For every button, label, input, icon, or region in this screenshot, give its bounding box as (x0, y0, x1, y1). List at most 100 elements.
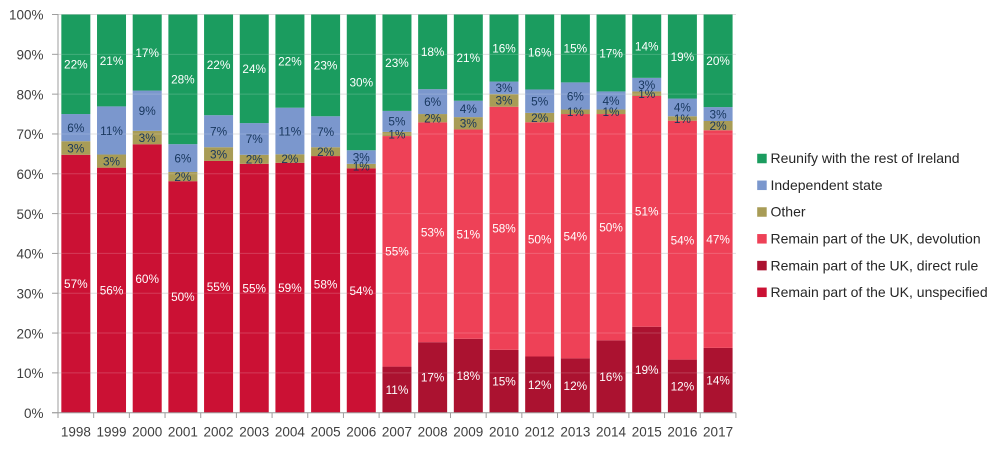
svg-text:2006: 2006 (346, 425, 376, 440)
svg-text:16%: 16% (599, 370, 623, 384)
svg-text:9%: 9% (139, 104, 157, 118)
svg-text:2%: 2% (424, 112, 442, 126)
svg-text:20%: 20% (16, 326, 43, 341)
svg-text:3%: 3% (353, 150, 371, 164)
svg-text:7%: 7% (210, 125, 228, 139)
svg-text:2009: 2009 (453, 425, 483, 440)
svg-text:2%: 2% (246, 153, 264, 167)
svg-text:56%: 56% (100, 283, 124, 297)
svg-text:19%: 19% (671, 50, 695, 64)
svg-text:17%: 17% (135, 46, 159, 60)
svg-text:60%: 60% (16, 167, 43, 182)
svg-text:1998: 1998 (61, 425, 91, 440)
svg-text:21%: 21% (100, 54, 124, 68)
svg-text:6%: 6% (424, 95, 442, 109)
svg-text:10%: 10% (16, 366, 43, 381)
svg-text:6%: 6% (567, 89, 585, 103)
svg-text:1%: 1% (603, 105, 621, 119)
svg-text:16%: 16% (492, 41, 516, 55)
svg-text:80%: 80% (16, 87, 43, 102)
svg-text:7%: 7% (317, 125, 335, 139)
svg-text:Remain part of the UK, direct: Remain part of the UK, direct rule (771, 257, 979, 273)
svg-text:17%: 17% (421, 371, 445, 385)
svg-text:2012: 2012 (525, 425, 555, 440)
svg-text:59%: 59% (278, 281, 302, 295)
svg-text:2016: 2016 (667, 425, 697, 440)
svg-text:Remain part of the UK, devolut: Remain part of the UK, devolution (771, 231, 981, 247)
svg-text:19%: 19% (635, 363, 659, 377)
svg-text:Independent state: Independent state (771, 177, 883, 193)
svg-text:30%: 30% (16, 286, 43, 301)
svg-text:18%: 18% (457, 369, 481, 383)
svg-text:40%: 40% (16, 247, 43, 262)
svg-text:1%: 1% (388, 127, 406, 141)
svg-text:57%: 57% (64, 277, 88, 291)
svg-text:3%: 3% (460, 117, 478, 131)
svg-text:6%: 6% (174, 151, 192, 165)
svg-text:0%: 0% (24, 406, 44, 421)
svg-text:3%: 3% (495, 94, 513, 108)
svg-text:3%: 3% (210, 147, 228, 161)
svg-text:3%: 3% (67, 141, 85, 155)
svg-text:2010: 2010 (489, 425, 519, 440)
svg-text:2%: 2% (174, 170, 192, 184)
svg-text:2003: 2003 (239, 425, 269, 440)
svg-text:30%: 30% (349, 76, 373, 90)
svg-text:1%: 1% (567, 105, 585, 119)
svg-text:11%: 11% (386, 383, 409, 397)
svg-text:60%: 60% (135, 272, 159, 286)
svg-text:2%: 2% (281, 152, 299, 166)
svg-text:15%: 15% (564, 42, 588, 56)
svg-text:50%: 50% (171, 290, 195, 304)
svg-text:22%: 22% (64, 58, 88, 72)
svg-text:2017: 2017 (703, 425, 733, 440)
svg-text:4%: 4% (674, 101, 692, 115)
svg-text:6%: 6% (67, 121, 85, 135)
svg-text:2001: 2001 (168, 425, 198, 440)
svg-text:54%: 54% (349, 284, 373, 298)
svg-text:Other: Other (771, 204, 806, 220)
svg-text:12%: 12% (528, 378, 552, 392)
svg-text:17%: 17% (599, 46, 623, 60)
svg-text:11%: 11% (100, 124, 123, 138)
svg-text:20%: 20% (706, 54, 730, 68)
svg-text:2004: 2004 (275, 425, 306, 440)
svg-text:3%: 3% (103, 154, 121, 168)
svg-text:12%: 12% (564, 379, 588, 393)
svg-text:23%: 23% (314, 59, 338, 73)
svg-text:54%: 54% (564, 230, 588, 244)
svg-text:55%: 55% (207, 280, 231, 294)
svg-text:55%: 55% (242, 282, 266, 296)
svg-text:7%: 7% (246, 132, 264, 146)
svg-text:1%: 1% (638, 87, 656, 101)
svg-text:4%: 4% (603, 94, 621, 108)
svg-text:16%: 16% (528, 45, 552, 59)
svg-text:55%: 55% (385, 245, 409, 259)
svg-text:Remain part of the UK, unspeci: Remain part of the UK, unspecified (771, 284, 988, 300)
svg-text:18%: 18% (421, 45, 445, 59)
svg-text:58%: 58% (492, 222, 516, 236)
svg-text:2%: 2% (317, 145, 335, 159)
svg-text:90%: 90% (16, 48, 43, 63)
svg-text:4%: 4% (460, 102, 478, 116)
svg-text:2000: 2000 (132, 425, 162, 440)
svg-text:11%: 11% (279, 124, 302, 138)
svg-text:24%: 24% (242, 62, 266, 76)
svg-text:28%: 28% (171, 73, 195, 87)
svg-text:3%: 3% (710, 107, 728, 121)
svg-text:2%: 2% (710, 119, 728, 133)
svg-text:12%: 12% (671, 379, 695, 393)
svg-text:1%: 1% (353, 159, 371, 173)
svg-text:2008: 2008 (418, 425, 448, 440)
svg-text:3%: 3% (638, 78, 656, 92)
svg-text:51%: 51% (457, 227, 481, 241)
svg-text:23%: 23% (385, 56, 409, 70)
svg-text:100%: 100% (9, 8, 44, 23)
svg-text:50%: 50% (528, 233, 552, 247)
svg-text:5%: 5% (388, 115, 406, 129)
svg-text:53%: 53% (421, 226, 445, 240)
svg-text:22%: 22% (278, 54, 302, 68)
svg-text:14%: 14% (706, 374, 730, 388)
svg-text:2%: 2% (531, 111, 549, 125)
svg-text:5%: 5% (531, 94, 549, 108)
